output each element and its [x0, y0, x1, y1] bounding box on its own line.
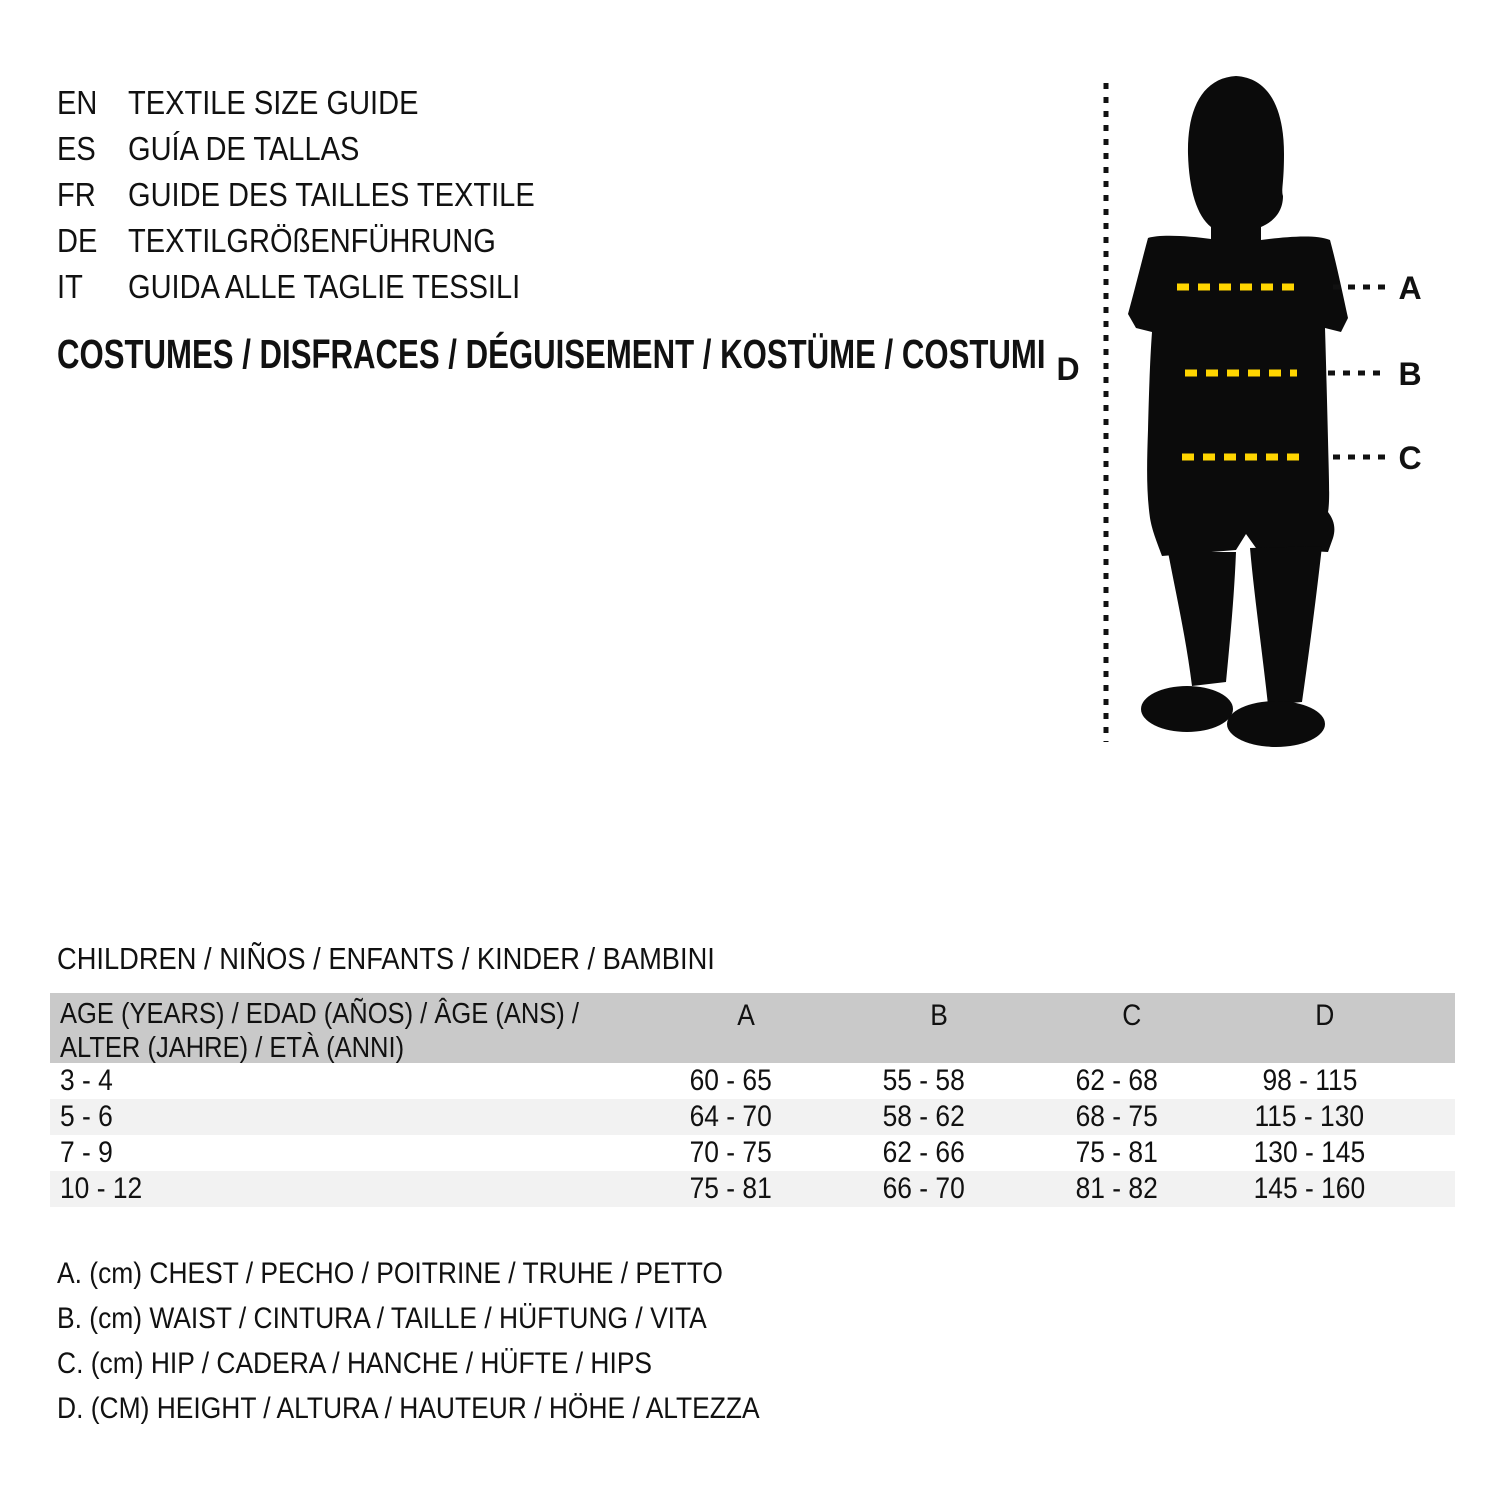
- chest-cell: 60 - 65: [689, 1064, 772, 1097]
- language-row-es: ES GUÍA DE TALLAS: [57, 126, 590, 172]
- category-title: COSTUMES / DISFRACES / DÉGUISEMENT / KOS…: [57, 331, 1046, 377]
- chest-cell: 64 - 70: [689, 1100, 772, 1133]
- child-measurement-figure: A B C D: [1056, 76, 1422, 747]
- waist-cell: 58 - 62: [882, 1100, 965, 1133]
- hip-cell: 68 - 75: [1075, 1100, 1158, 1133]
- language-title: GUIDA ALLE TAGLIE TESSILI: [128, 268, 521, 305]
- language-code: EN: [57, 84, 98, 121]
- hip-cell: 81 - 82: [1075, 1172, 1158, 1205]
- language-code: FR: [57, 176, 96, 213]
- language-row-it: IT GUIDA ALLE TAGLIE TESSILI: [57, 264, 590, 310]
- table-row: 10 - 12 75 - 81 66 - 70 81 - 82 145 - 16…: [50, 1171, 1455, 1207]
- silhouette-left-leg: [1168, 552, 1236, 686]
- silhouette-body: [1128, 76, 1348, 556]
- age-cell: 7 - 9: [60, 1136, 113, 1169]
- table-section-title: CHILDREN / NIÑOS / ENFANTS / KINDER / BA…: [57, 941, 715, 976]
- column-header-c: C: [1122, 999, 1142, 1032]
- table-row: 3 - 4 60 - 65 55 - 58 62 - 68 98 - 115: [50, 1063, 1455, 1099]
- language-row-fr: FR GUIDE DES TAILLES TEXTILE: [57, 172, 590, 218]
- waist-cell: 62 - 66: [882, 1136, 965, 1169]
- hip-cell: 62 - 68: [1075, 1064, 1158, 1097]
- measure-label-c: C: [1398, 440, 1421, 476]
- column-header-d: D: [1315, 999, 1335, 1032]
- size-table-header-row: AGE (YEARS) / EDAD (AÑOS) / ÂGE (ANS) / …: [50, 993, 1455, 1064]
- column-header-a: A: [737, 999, 756, 1032]
- language-title: TEXTILGRÖßENFÜHRUNG: [128, 222, 496, 259]
- silhouette-right-shoe: [1227, 701, 1325, 747]
- height-cell: 145 - 160: [1253, 1172, 1366, 1205]
- measure-label-d: D: [1056, 351, 1079, 387]
- language-code: ES: [57, 130, 96, 167]
- child-silhouette: [1128, 76, 1348, 747]
- table-row: 7 - 9 70 - 75 62 - 66 75 - 81 130 - 145: [50, 1135, 1455, 1171]
- measurement-legend: A. (cm) CHEST / PECHO / POITRINE / TRUHE…: [57, 1251, 855, 1431]
- legend-item-waist: B. (cm) WAIST / CINTURA / TAILLE / HÜFTU…: [57, 1302, 707, 1335]
- silhouette-left-shoe: [1141, 686, 1233, 732]
- height-cell: 130 - 145: [1253, 1136, 1366, 1169]
- language-title: TEXTILE SIZE GUIDE: [128, 84, 419, 121]
- height-cell: 115 - 130: [1254, 1100, 1365, 1133]
- language-row-de: DE TEXTILGRÖßENFÜHRUNG: [57, 218, 590, 264]
- language-title: GUÍA DE TALLAS: [128, 130, 360, 167]
- age-cell: 5 - 6: [60, 1100, 113, 1133]
- chest-cell: 75 - 81: [689, 1172, 772, 1205]
- waist-cell: 55 - 58: [882, 1064, 965, 1097]
- hip-cell: 75 - 81: [1075, 1136, 1158, 1169]
- language-code: IT: [57, 268, 83, 305]
- size-table: AGE (YEARS) / EDAD (AÑOS) / ÂGE (ANS) / …: [50, 993, 1455, 1207]
- legend-item-height: D. (CM) HEIGHT / ALTURA / HAUTEUR / HÖHE…: [57, 1392, 760, 1425]
- measure-label-b: B: [1398, 356, 1421, 392]
- height-cell: 98 - 115: [1262, 1064, 1357, 1097]
- measure-label-a: A: [1398, 270, 1421, 306]
- age-column-header: AGE (YEARS) / EDAD (AÑOS) / ÂGE (ANS) / …: [60, 998, 579, 1064]
- language-title-list: EN TEXTILE SIZE GUIDE ES GUÍA DE TALLAS …: [57, 80, 590, 310]
- age-cell: 10 - 12: [60, 1172, 143, 1205]
- column-header-b: B: [930, 999, 949, 1032]
- table-row: 5 - 6 64 - 70 58 - 62 68 - 75 115 - 130: [50, 1099, 1455, 1135]
- age-cell: 3 - 4: [60, 1064, 113, 1097]
- language-code: DE: [57, 222, 98, 259]
- legend-item-chest: A. (cm) CHEST / PECHO / POITRINE / TRUHE…: [57, 1257, 723, 1290]
- chest-cell: 70 - 75: [689, 1136, 772, 1169]
- silhouette-right-leg: [1250, 546, 1322, 705]
- waist-cell: 66 - 70: [882, 1172, 965, 1205]
- language-row-en: EN TEXTILE SIZE GUIDE: [57, 80, 590, 126]
- legend-item-hip: C. (cm) HIP / CADERA / HANCHE / HÜFTE / …: [57, 1347, 653, 1380]
- language-title: GUIDE DES TAILLES TEXTILE: [128, 176, 535, 213]
